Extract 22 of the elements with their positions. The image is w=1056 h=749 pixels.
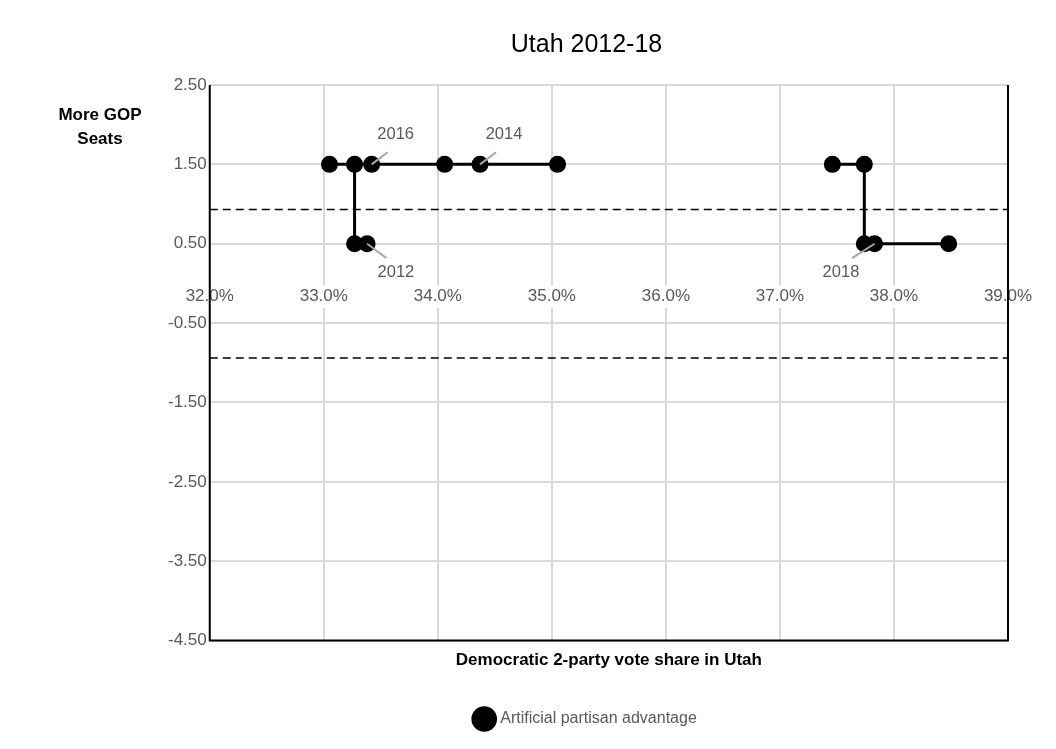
y-axis-title: More GOP Seats <box>58 105 142 149</box>
y-tick-label: -4.50 <box>168 630 207 650</box>
legend-label: Artificial partisan advantage <box>500 709 697 727</box>
y-tick-label: -1.50 <box>168 392 207 412</box>
y-tick-label: -2.50 <box>168 471 207 491</box>
annotation: 2016 <box>377 123 415 142</box>
x-tick-label: 37.0% <box>755 286 805 306</box>
annotation: 2014 <box>485 123 523 142</box>
x-tick-label: 35.0% <box>527 286 576 306</box>
y-tick-label: 2.50 <box>173 74 207 94</box>
annotation: 2018 <box>822 261 860 280</box>
annotation: 2012 <box>377 261 415 280</box>
chart-title: Utah 2012-18 <box>510 28 663 57</box>
x-tick-label: 38.0% <box>869 286 919 306</box>
x-tick-label: 33.0% <box>299 286 348 306</box>
y-tick-label: -0.50 <box>168 312 207 332</box>
x-axis-title: Democratic 2-party vote share in Utah <box>455 650 762 670</box>
x-tick-label: 36.0% <box>641 286 690 306</box>
y-tick-label: -3.50 <box>168 550 207 570</box>
y-tick-label: 0.50 <box>173 233 207 253</box>
x-tick-label: 34.0% <box>413 286 462 306</box>
y-tick-label: 1.50 <box>173 154 207 174</box>
